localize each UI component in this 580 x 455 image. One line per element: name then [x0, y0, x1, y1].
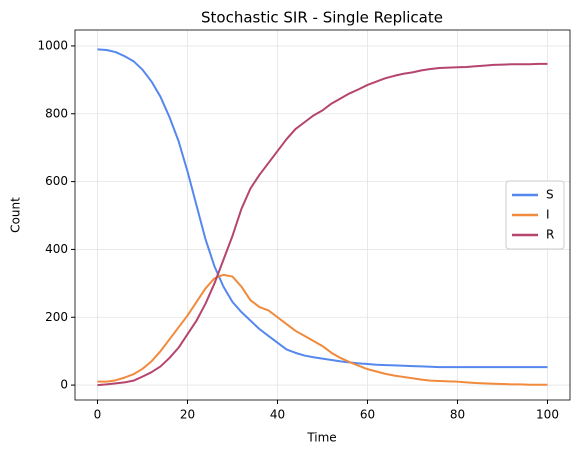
x-tick-label: 80: [450, 408, 465, 422]
x-tick-label: 0: [94, 408, 102, 422]
x-tick-label: 20: [180, 408, 195, 422]
line: [97, 62, 548, 387]
x-tick-label: 60: [360, 408, 375, 422]
y-axis-label: Count: [9, 197, 23, 233]
legend-label: S: [546, 188, 554, 202]
y-tick-label: 400: [45, 242, 68, 256]
line: [97, 273, 548, 386]
legend: SIR: [505, 180, 565, 250]
y-tick-label: 200: [45, 310, 68, 324]
legend-label: R: [546, 228, 554, 242]
line: [97, 48, 548, 369]
y-tick-label: 800: [45, 106, 68, 120]
chart-title: Stochastic SIR - Single Replicate: [201, 9, 443, 27]
legend-label: I: [546, 208, 550, 222]
y-tick-label: 600: [45, 174, 68, 188]
y-tick-label: 0: [60, 378, 68, 392]
y-tick-label: 1000: [37, 38, 68, 52]
x-tick-label: 100: [536, 408, 559, 422]
plot-frame: [74, 29, 571, 401]
x-axis-label: Time: [306, 431, 336, 445]
x-tick-label: 40: [270, 408, 285, 422]
